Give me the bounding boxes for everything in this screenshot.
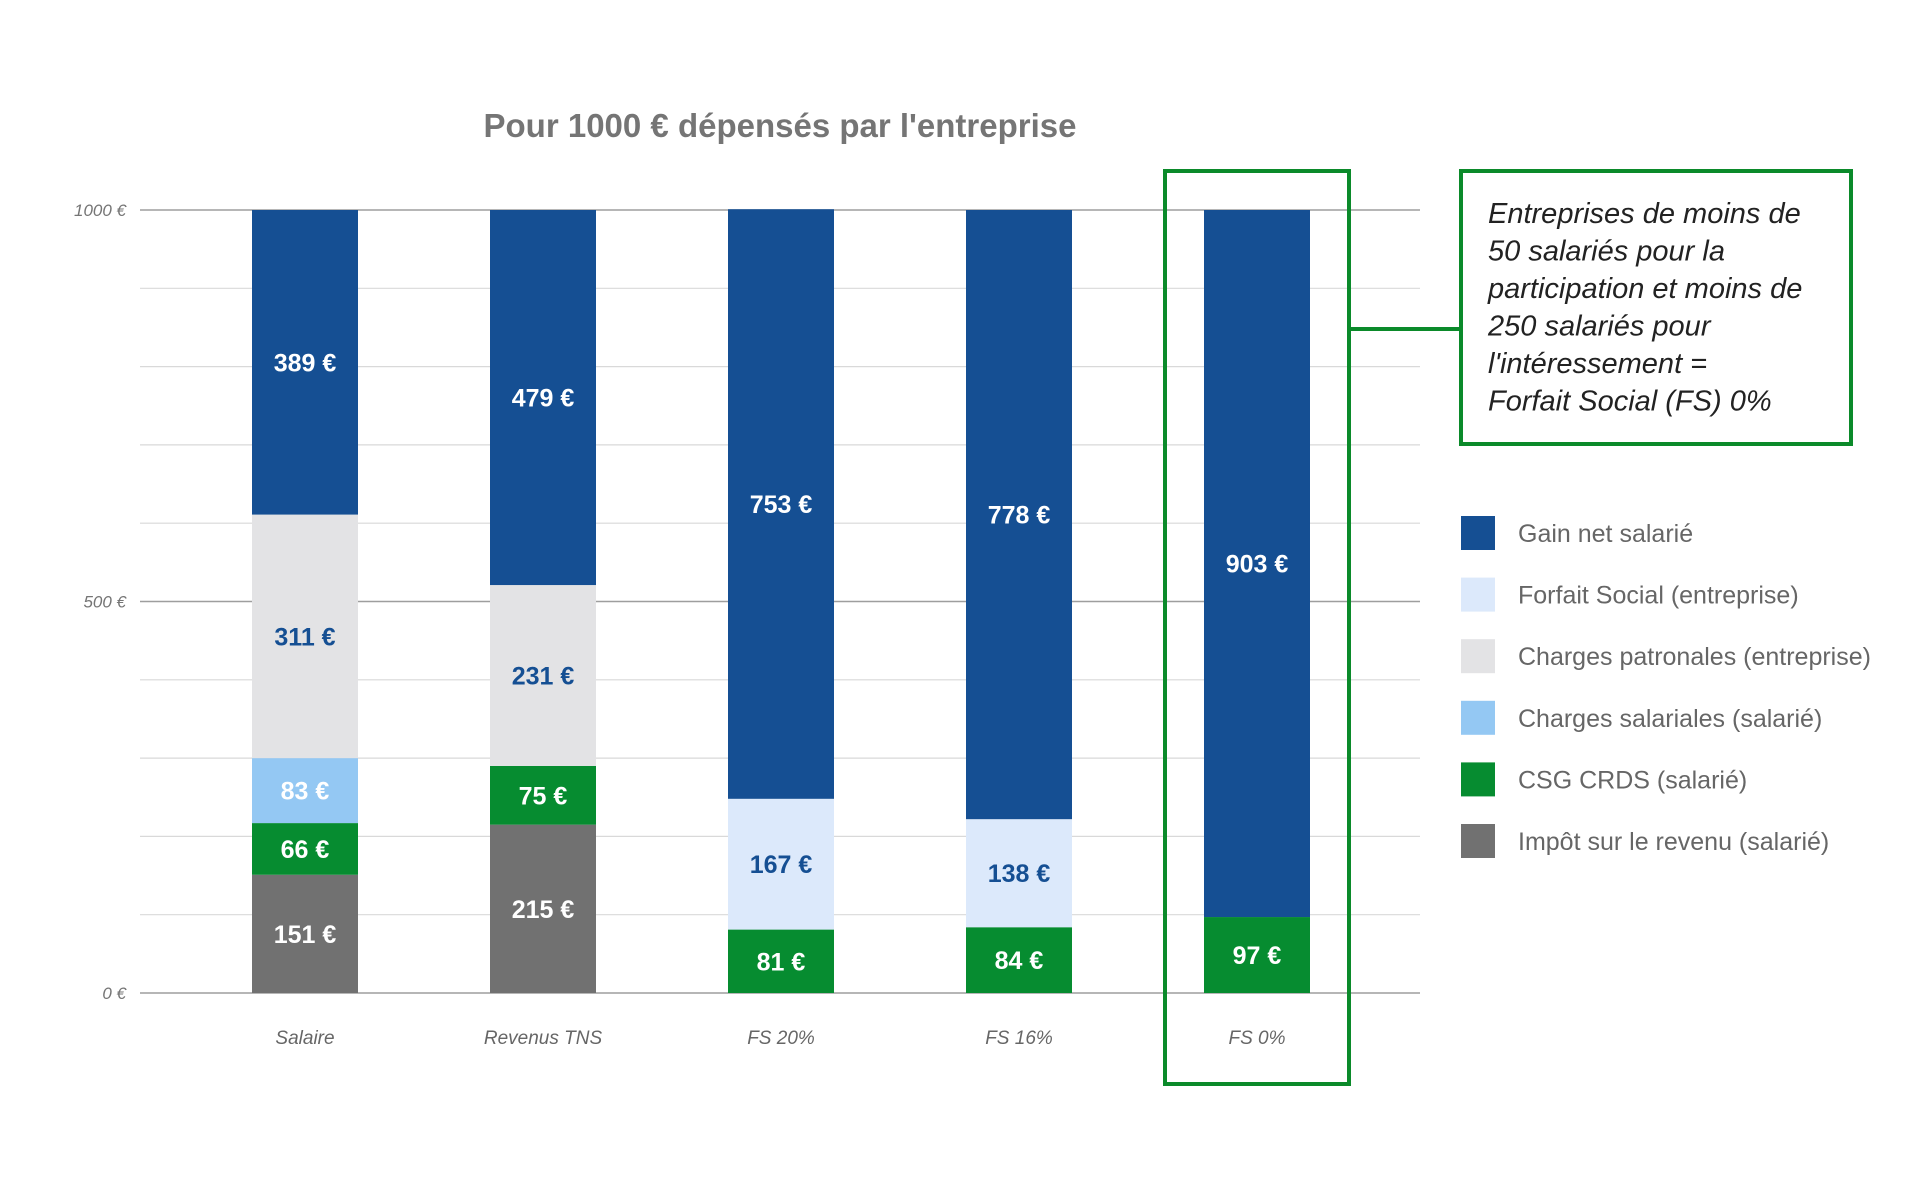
legend-label: Impôt sur le revenu (salarié): [1518, 828, 1829, 856]
x-tick-label: FS 20%: [747, 1028, 815, 1049]
callout-box: Entreprises de moins de 50 salariés pour …: [1459, 169, 1853, 446]
callout-line: l'intéressement =: [1488, 348, 1707, 380]
bars: 151 € 66 € 83 € 311 € 389 € 215 € 75 € 231 € 479…: [252, 209, 1310, 993]
bar-segment: [728, 929, 834, 993]
bar-segment: [966, 819, 1072, 928]
x-tick-label: FS 0%: [1228, 1028, 1285, 1049]
bar-data-label: 215 €: [512, 896, 575, 924]
bar-segment: [490, 585, 596, 766]
bar-segment: [490, 765, 596, 825]
bar-data-label: 151 €: [274, 921, 337, 949]
legend-swatch: [1461, 639, 1495, 674]
callout-text: Entreprises de moins de 50 salariés pour …: [1487, 198, 1802, 418]
bar-data-label: 311 €: [274, 623, 335, 651]
bar-data-label: 138 €: [988, 860, 1051, 888]
bar-segment: [728, 209, 834, 799]
bar-segment: [1204, 210, 1310, 918]
bar-data-label: 84 €: [995, 947, 1044, 975]
callout-line: Forfait Social (FS) 0%: [1488, 386, 1772, 418]
legend-swatch: [1461, 700, 1495, 735]
y-tick-label: 500 €: [83, 593, 127, 612]
legend-label: Gain net salarié: [1518, 520, 1693, 548]
bar-segment: [966, 210, 1072, 820]
bar-segment: [252, 210, 358, 515]
bar-data-label: 83 €: [281, 778, 330, 806]
bar-segment: [252, 514, 358, 759]
y-axis-ticks: 0 € 500 € 1000 €: [74, 201, 128, 1003]
callout-line: participation et moins de: [1487, 273, 1802, 305]
bar-data-label: 753 €: [750, 491, 813, 519]
x-tick-label: FS 16%: [985, 1028, 1053, 1049]
legend-swatch: [1461, 824, 1495, 858]
bar-data-label: 778 €: [988, 502, 1051, 530]
legend: Gain net salarié Forfait Social (entrepri…: [1461, 516, 1871, 858]
bar-segment: [252, 874, 358, 993]
legend-label: Charges patronales (entreprise): [1518, 643, 1871, 671]
legend-label: Forfait Social (entreprise): [1518, 582, 1799, 610]
bar-data-label: 389 €: [274, 349, 337, 377]
highlight-box: [1163, 169, 1351, 1086]
x-tick-label: Salaire: [275, 1028, 334, 1049]
bar-data-label: 903 €: [1226, 551, 1289, 579]
bar-segment: [490, 210, 596, 586]
chart-title: Pour 1000 € dépensés par l'entreprise: [484, 107, 1077, 144]
bar-segment: [252, 758, 358, 824]
bar-data-label: 75 €: [519, 782, 568, 810]
bar-data-label: 66 €: [281, 836, 330, 864]
bar-data-label: 97 €: [1233, 942, 1282, 970]
y-tick-label: 1000 €: [74, 201, 128, 220]
bar-segment: [728, 798, 834, 930]
x-tick-label: Revenus TNS: [484, 1028, 603, 1049]
bar-segment: [490, 824, 596, 993]
callout-border: [1459, 169, 1853, 446]
bar-data-label: 167 €: [750, 851, 813, 879]
y-tick-label: 0 €: [102, 984, 127, 1003]
callout-line: 50 salariés pour la: [1488, 236, 1725, 268]
bar-data-label: 81 €: [757, 948, 806, 976]
bar-segment: [966, 927, 1072, 993]
legend-label: CSG CRDS (salarié): [1518, 766, 1747, 794]
bar-data-label: 231 €: [512, 662, 575, 690]
legend-swatch: [1461, 762, 1495, 797]
callout-line: 250 salariés pour: [1487, 311, 1712, 343]
callout-line: Entreprises de moins de: [1488, 198, 1801, 230]
legend-label: Charges salariales (salarié): [1518, 705, 1822, 733]
bar-data-label: 479 €: [512, 385, 575, 413]
bar-segment: [1204, 917, 1310, 993]
x-axis-ticks: Salaire Revenus TNS FS 20% FS 16% FS 0%: [275, 1028, 1285, 1049]
bar-segment: [252, 823, 358, 875]
legend-swatch: [1461, 516, 1495, 550]
legend-swatch: [1461, 577, 1495, 612]
